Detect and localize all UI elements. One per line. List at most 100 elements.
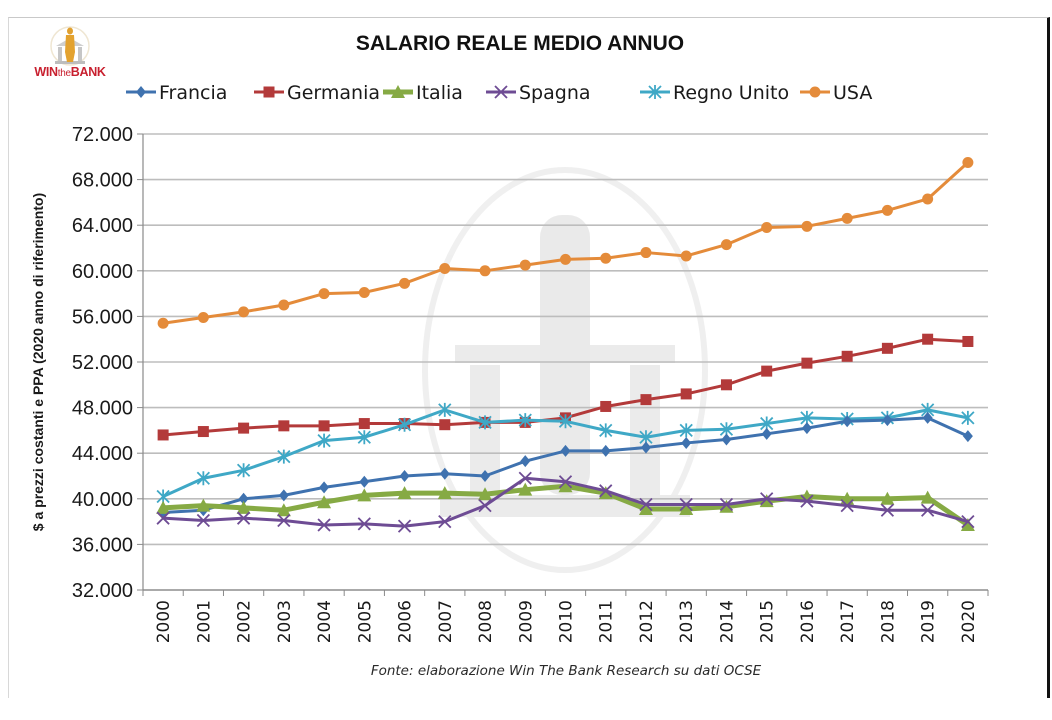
data-point-germania [922,333,934,345]
marker-star-stroke [648,85,662,99]
data-point-germania [439,419,451,431]
data-point-regno-unito [478,415,492,430]
series-usa [157,157,974,329]
y-tick-label: 36.000 [72,534,133,556]
data-point-usa [238,306,250,318]
data-point-germania [841,350,853,362]
data-point-francia [238,492,249,505]
data-point-usa [318,288,330,300]
marker-star-stroke [679,423,693,438]
data-point-francia [842,415,853,428]
legend-label: Spagna [519,82,591,104]
data-point-regno-unito [518,413,532,428]
marker-x-stroke [840,499,854,513]
data-point-spagna [518,471,532,485]
marker-x-stroke [317,518,331,532]
x-tick-label: 2018 [878,600,898,643]
data-point-usa [680,250,692,262]
legend-label: Germania [287,82,380,104]
x-tick-label: 2005 [355,600,375,643]
logo-the: the [57,68,71,79]
gridlines [143,133,988,591]
data-point-regno-unito [558,414,573,429]
legend-marker [391,85,405,98]
data-point-spagna [558,475,573,489]
legend-label: Italia [416,82,463,104]
data-point-italia [236,500,251,514]
data-point-spagna [760,492,774,506]
data-point-spagna [719,497,734,512]
data-point-francia [640,441,651,454]
marker-star-stroke [317,433,331,448]
data-point-regno-unito [961,410,975,425]
data-point-usa [720,239,732,251]
marker-x-stroke [719,497,734,512]
data-point-italia [276,503,291,517]
data-point-italia [759,494,774,508]
data-point-italia [437,486,452,500]
data-point-italia [196,498,211,512]
data-point-germania [680,388,692,400]
series-italia [156,479,975,532]
data-point-spagna [800,494,814,508]
marker-star-stroke [599,423,613,438]
marker-x-stroke [196,513,210,528]
data-point-spagna [397,519,412,533]
data-point-spagna [156,511,170,525]
x-tick-label: 2004 [315,600,335,643]
marker-x-stroke [760,492,774,506]
legend: Francia Germania Italia Spagna Regno Unito US… [126,82,872,104]
x-tick-label: 2015 [758,600,778,643]
data-point-usa [922,193,934,205]
legend-label: Regno Unito [673,82,789,104]
chart-title: SALARIO REALE MEDIO ANNUO [355,32,685,55]
legend-item-germania: Germania [254,82,380,104]
data-point-regno-unito [357,430,371,445]
data-point-germania [318,420,330,432]
marker-star-stroke [357,430,371,445]
data-point-usa [519,259,531,271]
x-tick-label: 2007 [436,600,456,643]
x-tick-label: 2010 [557,600,577,643]
y-tick-label: 40.000 [72,489,133,511]
x-tick-label: 2006 [396,600,416,643]
x-axis: 2000 2001 2002 2003 2004 2005 2006 2007 2008 2009… [142,589,989,643]
data-point-spagna [599,484,613,498]
source-note: Fonte: elaborazione Win The Bank Researc… [371,663,762,679]
marker-x-stroke [156,511,170,525]
data-point-usa [197,312,209,324]
data-point-francia [882,414,893,427]
marker-x-stroke [478,499,492,513]
data-point-francia [319,481,330,494]
data-point-germania [238,422,250,434]
data-point-francia [681,436,692,449]
marker-star-stroke [438,402,452,417]
data-point-spagna [679,497,693,512]
chart-frame [8,17,1050,698]
data-point-italia [920,490,935,504]
data-point-regno-unito [679,423,693,438]
data-point-italia [880,491,895,505]
data-point-germania [157,429,169,441]
data-point-usa [841,212,853,224]
marker-x-stroke [518,471,532,485]
marker-x-stroke [599,484,613,498]
data-point-francia [922,411,933,424]
data-point-italia [960,518,975,532]
legend-item-italia: Italia [383,82,463,104]
logo-bank: BANK [70,65,106,79]
data-point-germania [761,365,773,377]
marker-star-stroke [558,414,573,429]
marker-x-stroke [397,519,412,533]
legend-marker [809,86,821,98]
x-tick-label: 2011 [597,600,617,643]
marker-star-stroke [397,417,412,432]
legend-item-francia: Francia [126,82,227,104]
data-point-spagna [438,514,452,529]
series-spagna [156,471,975,533]
x-tick-label: 2020 [959,600,979,643]
y-tick-label: 32.000 [72,580,133,602]
marker-x-stroke [558,475,573,489]
data-point-germania [640,394,652,406]
